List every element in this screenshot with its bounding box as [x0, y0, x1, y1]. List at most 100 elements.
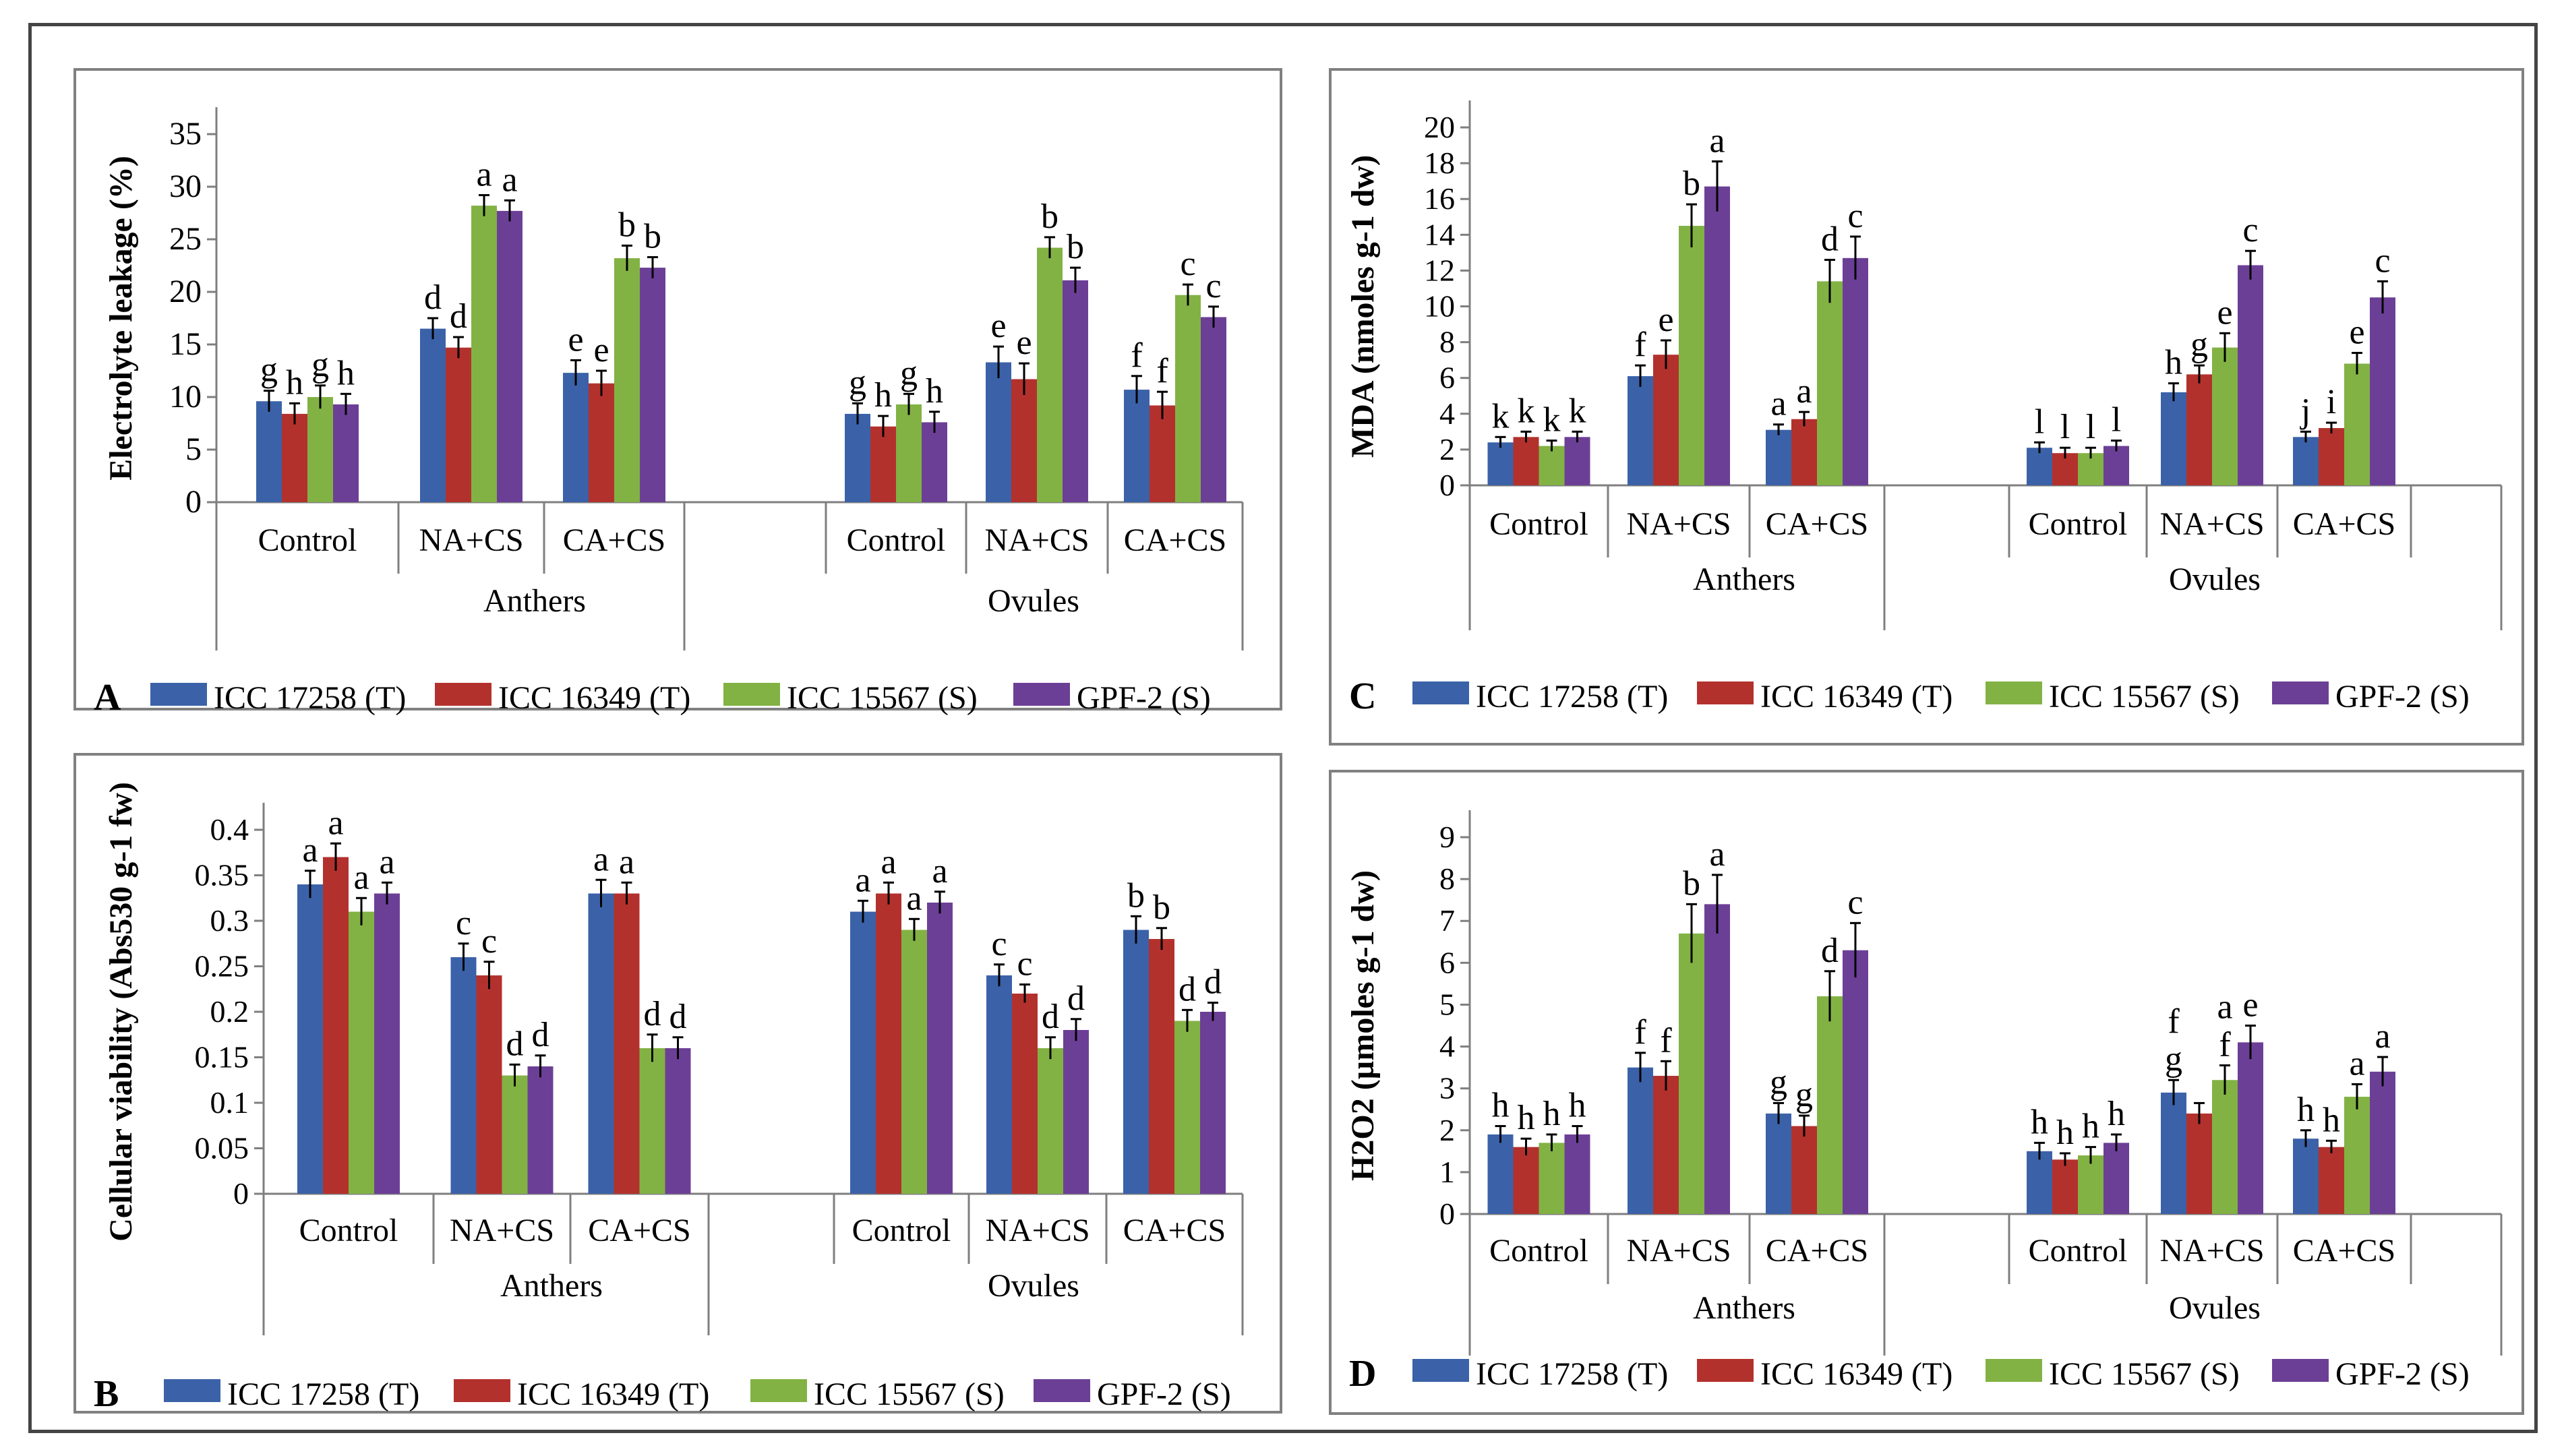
category-label: CA+CS [1766, 506, 1868, 542]
significance-letter: b [1683, 864, 1700, 903]
category-label: Control [1489, 506, 1588, 542]
bar [665, 1048, 691, 1194]
significance-letter: a [881, 843, 896, 881]
bar [588, 893, 614, 1194]
category-label: CA+CS [1124, 522, 1226, 558]
bar [374, 893, 400, 1194]
significance-letter: d [424, 278, 442, 317]
significance-letter: d [532, 1016, 549, 1054]
bar [2319, 1147, 2344, 1214]
bar [2052, 453, 2078, 485]
bar [1766, 1113, 1791, 1214]
significance-letter: e [1658, 301, 1673, 339]
significance-letter: f [2168, 1002, 2180, 1041]
significance-letter: b [1067, 228, 1084, 266]
category-label: Control [299, 1213, 398, 1248]
legend-label: ICC 17258 (T) [227, 1376, 419, 1412]
bar [1011, 379, 1037, 502]
bar [896, 404, 922, 502]
significance-letter: g [1770, 1063, 1787, 1101]
bar [1037, 247, 1063, 502]
bar [614, 258, 640, 502]
y-tick-label: 35 [169, 116, 202, 152]
significance-letter: c [1017, 945, 1032, 983]
significance-letter: e [990, 307, 1006, 345]
significance-letter: i [2327, 383, 2336, 421]
significance-letter: c [481, 922, 497, 961]
bar [297, 884, 323, 1194]
bar [1791, 1126, 1817, 1214]
significance-letter: e [2217, 293, 2232, 332]
legend-swatch [1697, 681, 1754, 704]
significance-letter: g [311, 346, 329, 384]
y-tick-label: 8 [1439, 325, 1455, 359]
legend-swatch [435, 683, 491, 706]
group-label: Ovules [2169, 1290, 2261, 1326]
significance-letter: c [456, 904, 471, 942]
significance-letter: h [2056, 1114, 2074, 1152]
significance-letter: a [1796, 372, 1812, 411]
bar [446, 347, 471, 502]
significance-letter: a [1709, 121, 1725, 160]
significance-letter: h [337, 354, 355, 392]
y-tick-label: 0 [233, 1176, 249, 1211]
significance-letter: a [302, 831, 318, 870]
significance-letter: h [1569, 1087, 1586, 1125]
bar [2027, 448, 2052, 485]
y-tick-label: 9 [1439, 820, 1455, 854]
y-tick-label: 7 [1439, 903, 1455, 938]
significance-letter: d [1821, 220, 1839, 258]
significance-letter: a [855, 861, 870, 899]
significance-letter: c [1847, 197, 1863, 235]
y-tick-label: 4 [1439, 396, 1455, 431]
bar [640, 268, 665, 502]
significance-letter: h [1543, 1095, 1561, 1133]
legend-swatch [1013, 683, 1070, 706]
significance-letter: h [926, 372, 943, 411]
bar [1063, 280, 1088, 502]
bar [2103, 1143, 2129, 1214]
y-tick-label: 10 [169, 379, 202, 415]
y-axis-title: Electrolyte leakage (%) [103, 156, 139, 481]
bar [1175, 295, 1201, 502]
significance-letter: f [1634, 326, 1646, 364]
bar [1628, 1067, 1653, 1214]
bar [2370, 297, 2395, 485]
bar [1564, 437, 1590, 485]
legend-label: GPF-2 (S) [1097, 1376, 1231, 1412]
significance-letter: h [286, 363, 303, 402]
bar [2212, 347, 2238, 485]
significance-letter: f [1156, 352, 1168, 390]
significance-letter: b [618, 206, 636, 244]
significance-letter: e [568, 320, 583, 359]
y-tick-label: 25 [169, 221, 202, 257]
y-tick-label: 14 [1424, 217, 1455, 251]
significance-letter: g [260, 351, 278, 390]
significance-letter: k [1543, 401, 1561, 439]
bar [420, 328, 446, 502]
bar [502, 1075, 528, 1194]
bar [1201, 317, 1226, 502]
bar [845, 413, 870, 502]
legend-swatch [1034, 1379, 1090, 1402]
legend-swatch [750, 1379, 807, 1402]
category-label: NA+CS [1626, 1233, 1731, 1269]
y-axis-title: MDA (nmoles g-1 dw) [1345, 155, 1381, 458]
legend-swatch [150, 683, 207, 706]
bar [282, 413, 307, 502]
bar [1487, 442, 1514, 485]
category-label: CA+CS [1766, 1233, 1868, 1269]
significance-letter: c [1205, 267, 1221, 305]
significance-letter: d [1204, 963, 1222, 1002]
category-label: CA+CS [2293, 506, 2395, 542]
y-tick-label: 0.3 [210, 903, 249, 938]
significance-letter: h [2031, 1103, 2048, 1141]
category-label: NA+CS [2159, 506, 2264, 542]
y-tick-label: 20 [169, 274, 202, 309]
bar [2344, 363, 2370, 485]
y-tick-label: 5 [185, 431, 202, 467]
significance-letter: h [1518, 1099, 1535, 1137]
significance-letter: d [1042, 998, 1059, 1036]
bar [2161, 392, 2186, 485]
